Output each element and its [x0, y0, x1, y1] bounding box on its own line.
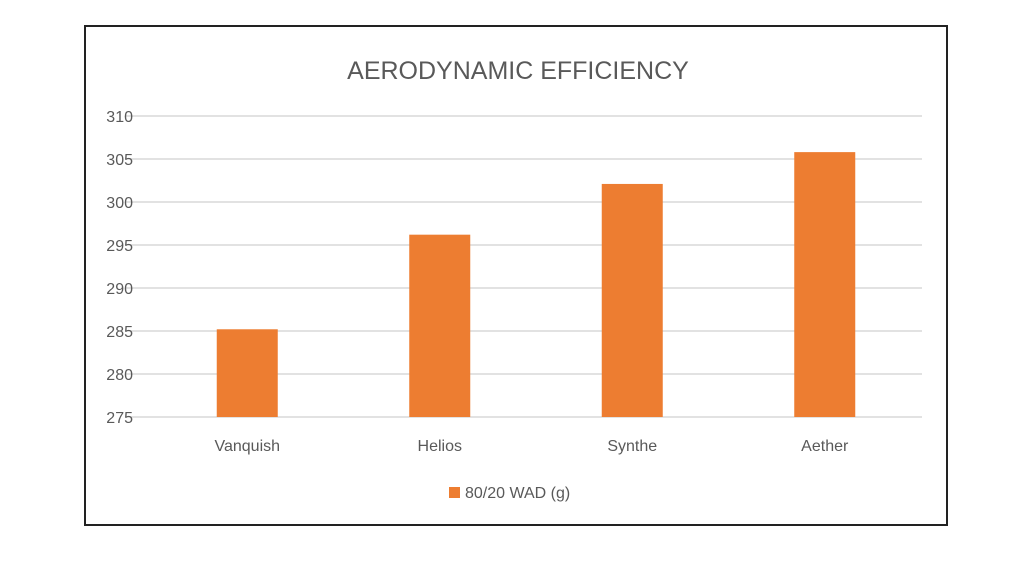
bar-helios: [409, 234, 471, 417]
legend-label: 80/20 WAD (g): [465, 485, 570, 502]
chart-title: AERODYNAMIC EFFICIENCY: [347, 57, 689, 85]
x-tick-label: Aether: [801, 438, 849, 455]
y-tick-label: 280: [106, 367, 133, 384]
x-tick-label: Synthe: [607, 438, 657, 455]
x-tick-label: Helios: [418, 438, 462, 455]
y-tick-label: 290: [106, 281, 133, 298]
bar-aether: [794, 152, 856, 417]
legend-swatch: [449, 487, 460, 498]
y-tick-label: 305: [106, 152, 133, 169]
bar-synthe: [601, 183, 663, 417]
y-tick-label: 310: [106, 109, 133, 126]
y-tick-label: 285: [106, 324, 133, 341]
y-tick-label: 295: [106, 238, 133, 255]
y-tick-label: 300: [106, 195, 133, 212]
bar-vanquish: [216, 329, 278, 417]
y-tick-label: 275: [106, 410, 133, 427]
x-tick-label: Vanquish: [214, 438, 280, 455]
legend: 80/20 WAD (g): [449, 485, 570, 502]
